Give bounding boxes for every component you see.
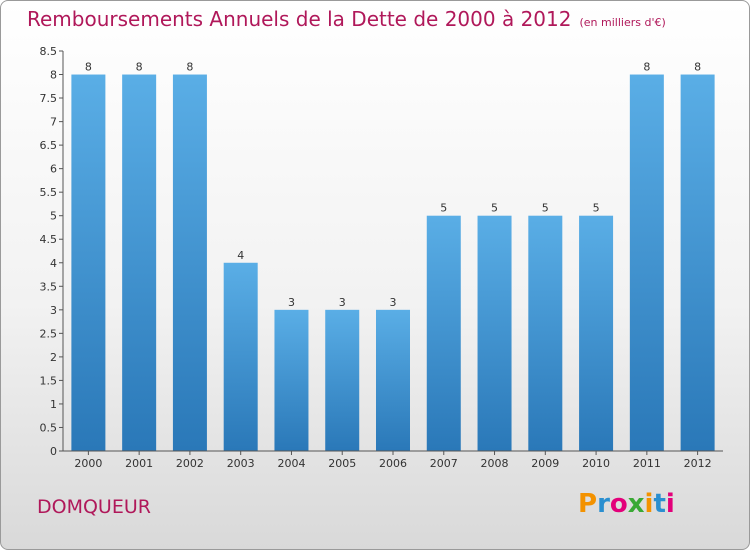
chart-unit: (en milliers d'€) <box>579 16 666 29</box>
value-label: 8 <box>694 61 701 74</box>
proxiti-logo: Proxiti <box>578 489 675 519</box>
y-tick-label: 7.5 <box>40 92 58 105</box>
y-tick-label: 6 <box>50 163 57 176</box>
bar-2000 <box>71 74 106 451</box>
bar-2003 <box>223 262 258 451</box>
value-label: 5 <box>440 202 447 215</box>
x-tick-label: 2008 <box>481 457 509 470</box>
x-tick-label: 2004 <box>277 457 305 470</box>
bars: 8 8 8 4 3 3 3 5 5 5 5 8 8 <box>71 61 715 451</box>
bar-2009 <box>528 215 563 451</box>
y-tick-label: 3 <box>50 304 57 317</box>
bar-2001 <box>122 74 157 451</box>
x-tick-label: 2006 <box>379 457 407 470</box>
value-label: 5 <box>593 202 600 215</box>
x-tick-label: 2011 <box>633 457 661 470</box>
bar-2006 <box>376 309 410 451</box>
logo-letter: i <box>644 489 654 519</box>
x-tick-label: 2012 <box>684 457 712 470</box>
chart-title: Remboursements Annuels de la Dette de 20… <box>27 7 666 31</box>
logo-letter: i <box>665 489 675 519</box>
y-tick-label: 4 <box>50 257 57 270</box>
y-tick-label: 6.5 <box>40 139 58 152</box>
logo-letter: x <box>627 489 645 519</box>
bar-2011 <box>629 74 664 451</box>
bar-2005 <box>325 309 360 451</box>
y-tick-label: 5 <box>50 210 57 223</box>
y-tick-label: 7 <box>50 116 57 129</box>
bar-2004 <box>274 309 309 451</box>
y-tick-label: 0.5 <box>40 421 58 434</box>
x-tick-label: 2009 <box>531 457 559 470</box>
y-tick-label: 4.5 <box>40 233 58 246</box>
value-label: 8 <box>85 61 92 74</box>
x-tick-label: 2000 <box>74 457 102 470</box>
y-tick-label: 1 <box>50 398 57 411</box>
bar-2010 <box>579 215 614 451</box>
commune-name: DOMQUEUR <box>37 496 151 518</box>
y-tick-label: 2.5 <box>40 327 58 340</box>
logo-letter: o <box>609 489 628 519</box>
x-tick-label: 2005 <box>328 457 356 470</box>
bar-2012 <box>680 74 715 451</box>
y-tick-label: 1.5 <box>40 374 58 387</box>
value-label: 4 <box>237 249 244 262</box>
y-tick-label: 0 <box>50 445 57 458</box>
x-tick-label: 2007 <box>430 457 458 470</box>
value-label: 3 <box>339 296 346 309</box>
y-tick-label: 2 <box>50 351 57 364</box>
y-tick-label: 3.5 <box>40 280 58 293</box>
logo-letter: P <box>578 489 598 519</box>
value-label: 8 <box>186 61 193 74</box>
chart-title-main: Remboursements Annuels de la Dette de 20… <box>27 7 572 31</box>
x-tick-label: 2002 <box>176 457 204 470</box>
value-label: 5 <box>542 202 549 215</box>
x-tick-label: 2001 <box>125 457 153 470</box>
x-tick-label: 2003 <box>227 457 255 470</box>
logo-letter: t <box>653 489 666 519</box>
bar-2007 <box>426 215 461 451</box>
bar-2008 <box>477 215 512 451</box>
x-axis: 2000 2001 2002 2003 2004 2005 2006 2007 2008 2009… <box>63 450 723 470</box>
y-axis: 0 0.5 1 1.5 2 2.5 3 3.5 4 4.5 5 5.5 6 6.5 7 7.5 8 8.5 <box>40 45 64 458</box>
y-tick-label: 5.5 <box>40 186 58 199</box>
bar-2002 <box>172 74 207 451</box>
logo-letter: r <box>597 489 610 519</box>
y-tick-label: 8.5 <box>40 45 58 58</box>
y-tick-label: 8 <box>50 69 57 82</box>
value-label: 8 <box>643 61 650 74</box>
value-label: 5 <box>491 202 498 215</box>
value-label: 8 <box>136 61 143 74</box>
value-label: 3 <box>390 296 397 309</box>
x-tick-label: 2010 <box>582 457 610 470</box>
value-label: 3 <box>288 296 295 309</box>
